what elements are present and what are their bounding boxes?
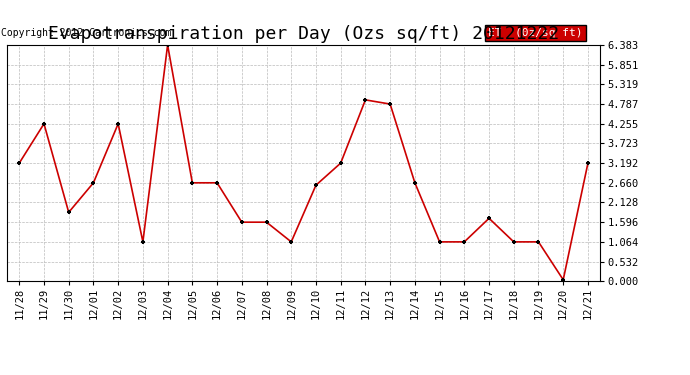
Point [236,219,247,225]
Point [39,121,50,127]
Title: Evapotranspiration per Day (Ozs sq/ft) 20121222: Evapotranspiration per Day (Ozs sq/ft) 2… [48,26,559,44]
Point [88,180,99,186]
Point [533,239,544,245]
Point [187,180,198,186]
Point [409,180,420,186]
Point [137,239,148,245]
Point [162,42,173,48]
Point [335,160,346,166]
Point [434,239,445,245]
Point [459,239,470,245]
Point [582,160,593,166]
Point [261,219,272,225]
Point [484,215,495,221]
Text: Copyright 2012 Cartronics.com: Copyright 2012 Cartronics.com [1,28,171,38]
Point [310,182,322,188]
Point [14,160,25,166]
Point [384,101,395,107]
Point [63,209,75,215]
Point [558,277,569,283]
Point [360,97,371,103]
Point [112,121,124,127]
Point [286,239,297,245]
Text: ET  (0z/sq ft): ET (0z/sq ft) [488,28,582,38]
Point [509,239,520,245]
Point [212,180,223,186]
